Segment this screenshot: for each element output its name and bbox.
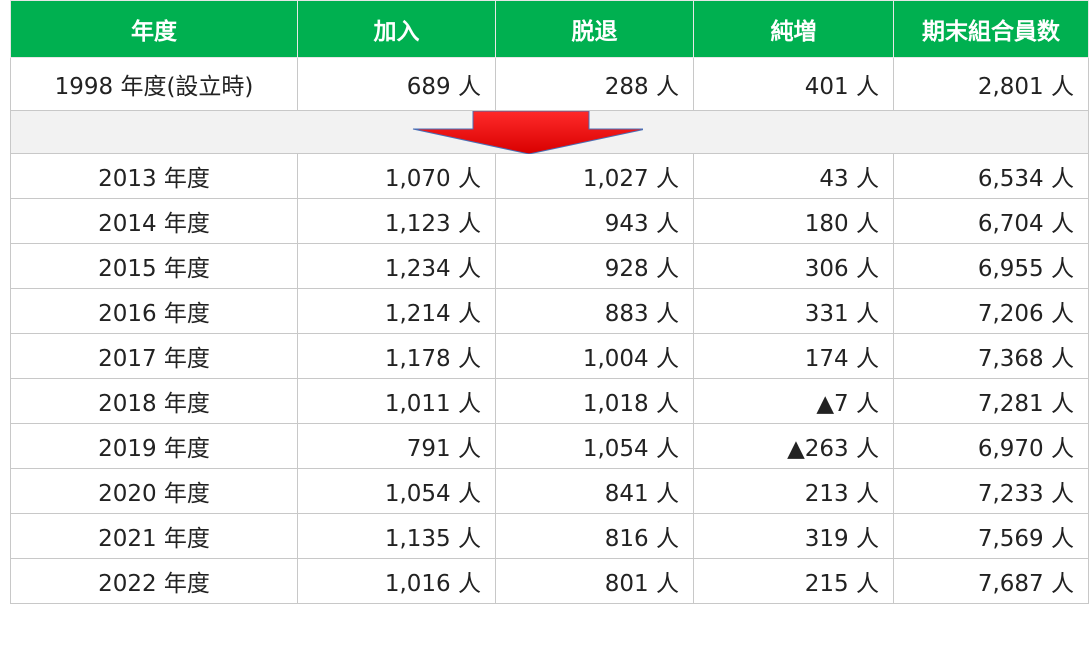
table-cell: 6,704 人 xyxy=(893,198,1089,244)
table-wrap: 年度 加入 脱退 純増 期末組合員数 1998 年度(設立時) 689 人 288 人 401… xyxy=(10,0,1089,604)
table-row: 2016 年度 1,214 人 883 人 331 人 7,206 人 xyxy=(10,288,1089,334)
table-cell: 2013 年度 xyxy=(10,153,298,199)
table-cell: 2020 年度 xyxy=(10,468,298,514)
table-cell: 7,569 人 xyxy=(893,513,1089,559)
down-arrow xyxy=(412,111,643,154)
table-cell: 2,801 人 xyxy=(893,57,1089,111)
table-body: 1998 年度(設立時) 689 人 288 人 401 人 2,801 人 2013 年… xyxy=(10,57,1089,604)
table-cell: 174 人 xyxy=(693,333,894,379)
table-cell: 2017 年度 xyxy=(10,333,298,379)
table-cell: 928 人 xyxy=(495,243,694,289)
header-cell: 年度 xyxy=(10,0,298,58)
table-cell: 689 人 xyxy=(297,57,496,111)
table-cell: 180 人 xyxy=(693,198,894,244)
table-cell: 2016 年度 xyxy=(10,288,298,334)
table-cell: 1,011 人 xyxy=(297,378,496,424)
table-cell: 1998 年度(設立時) xyxy=(10,57,298,111)
arrow-row xyxy=(10,110,1089,154)
header-cell: 純増 xyxy=(693,0,894,58)
table-cell: 2015 年度 xyxy=(10,243,298,289)
table-cell: ▲263 人 xyxy=(693,423,894,469)
table-cell: 2018 年度 xyxy=(10,378,298,424)
table-cell: 6,955 人 xyxy=(893,243,1089,289)
table-cell: 7,368 人 xyxy=(893,333,1089,379)
table-cell: ▲7 人 xyxy=(693,378,894,424)
table-cell: 306 人 xyxy=(693,243,894,289)
table-cell: 1,016 人 xyxy=(297,558,496,604)
table-cell: 213 人 xyxy=(693,468,894,514)
header-row: 年度 加入 脱退 純増 期末組合員数 xyxy=(10,0,1089,58)
table-cell: 841 人 xyxy=(495,468,694,514)
table-cell: 2014 年度 xyxy=(10,198,298,244)
table-cell: 1,018 人 xyxy=(495,378,694,424)
table-row: 2015 年度 1,234 人 928 人 306 人 6,955 人 xyxy=(10,243,1089,289)
table-cell: 1,135 人 xyxy=(297,513,496,559)
table-cell: 2019 年度 xyxy=(10,423,298,469)
table-cell: 883 人 xyxy=(495,288,694,334)
table-cell: 1,054 人 xyxy=(297,468,496,514)
table-cell: 1,027 人 xyxy=(495,153,694,199)
table-cell: 2022 年度 xyxy=(10,558,298,604)
table-cell: 319 人 xyxy=(693,513,894,559)
table-cell: 215 人 xyxy=(693,558,894,604)
table-cell: 816 人 xyxy=(495,513,694,559)
table-cell: 791 人 xyxy=(297,423,496,469)
table-row: 2017 年度 1,178 人 1,004 人 174 人 7,368 人 xyxy=(10,333,1089,379)
table-row: 2019 年度 791 人 1,054 人 ▲263 人 6,970 人 xyxy=(10,423,1089,469)
table-cell: 6,534 人 xyxy=(893,153,1089,199)
table-cell: 6,970 人 xyxy=(893,423,1089,469)
table-cell: 1,070 人 xyxy=(297,153,496,199)
table-row: 2014 年度 1,123 人 943 人 180 人 6,704 人 xyxy=(10,198,1089,244)
table-cell: 288 人 xyxy=(495,57,694,111)
table-cell: 7,687 人 xyxy=(893,558,1089,604)
table-cell: 1,234 人 xyxy=(297,243,496,289)
table-cell: 943 人 xyxy=(495,198,694,244)
table-cell: 43 人 xyxy=(693,153,894,199)
table-cell: 1,178 人 xyxy=(297,333,496,379)
table-cell: 1,054 人 xyxy=(495,423,694,469)
table-cell: 7,233 人 xyxy=(893,468,1089,514)
membership-table: 年度 加入 脱退 純増 期末組合員数 1998 年度(設立時) 689 人 288 人 401… xyxy=(10,0,1089,604)
table-cell: 1,123 人 xyxy=(297,198,496,244)
header-cell: 加入 xyxy=(297,0,496,58)
table-cell: 2021 年度 xyxy=(10,513,298,559)
table-row: 2020 年度 1,054 人 841 人 213 人 7,233 人 xyxy=(10,468,1089,514)
table-row: 1998 年度(設立時) 689 人 288 人 401 人 2,801 人 xyxy=(10,57,1089,111)
table-cell: 7,206 人 xyxy=(893,288,1089,334)
header-cell: 脱退 xyxy=(495,0,694,58)
arrow-shape xyxy=(412,111,643,154)
table-row: 2022 年度 1,016 人 801 人 215 人 7,687 人 xyxy=(10,558,1089,604)
header-cell: 期末組合員数 xyxy=(893,0,1089,58)
arrow-cell xyxy=(10,110,1089,154)
table-cell: 1,214 人 xyxy=(297,288,496,334)
table-cell: 801 人 xyxy=(495,558,694,604)
table-cell: 1,004 人 xyxy=(495,333,694,379)
table-row: 2018 年度 1,011 人 1,018 人 ▲7 人 7,281 人 xyxy=(10,378,1089,424)
table-cell: 7,281 人 xyxy=(893,378,1089,424)
table-row: 2021 年度 1,135 人 816 人 319 人 7,569 人 xyxy=(10,513,1089,559)
table-cell: 401 人 xyxy=(693,57,894,111)
table-row: 2013 年度 1,070 人 1,027 人 43 人 6,534 人 xyxy=(10,153,1089,199)
table-cell: 331 人 xyxy=(693,288,894,334)
